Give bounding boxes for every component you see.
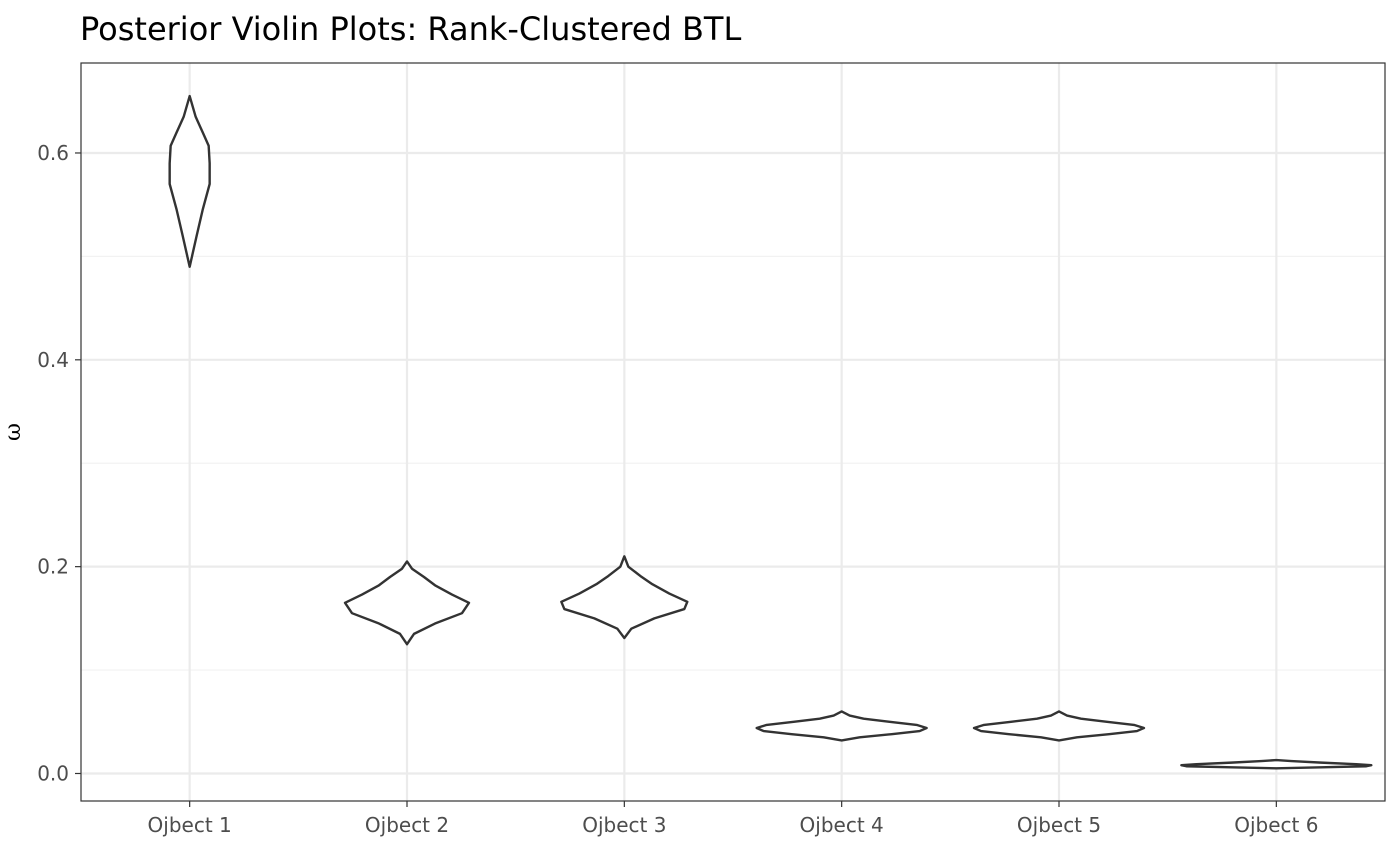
violin-2 (343, 560, 471, 646)
y-axis-label: ω (1, 423, 26, 441)
violin-3 (560, 555, 689, 640)
x-tick-label: Ojbect 3 (582, 813, 666, 837)
violin-1 (168, 94, 211, 268)
y-tick-label: 0.0 (37, 761, 69, 785)
violin-4 (755, 710, 928, 742)
x-tick-label: Ojbect 6 (1234, 813, 1318, 837)
violin-5 (972, 710, 1146, 742)
x-tick-label: Ojbect 1 (148, 813, 232, 837)
x-tick-label: Ojbect 4 (800, 813, 884, 837)
plot-panel: 0.0 0.2 0.4 0.6 Ojbect 1 Ojbect 2 Ojbect 3 Ojbe… (37, 62, 1386, 837)
panel-border (80, 62, 1386, 802)
y-tick-label: 0.2 (37, 555, 69, 579)
chart-title: Posterior Violin Plots: Rank-Clustered B… (80, 10, 741, 48)
y-tick-label: 0.6 (37, 141, 69, 165)
violin-6 (1180, 758, 1373, 770)
x-tick-label: Ojbect 5 (1017, 813, 1101, 837)
y-tick-label: 0.4 (37, 348, 69, 372)
x-tick-label: Ojbect 2 (365, 813, 449, 837)
